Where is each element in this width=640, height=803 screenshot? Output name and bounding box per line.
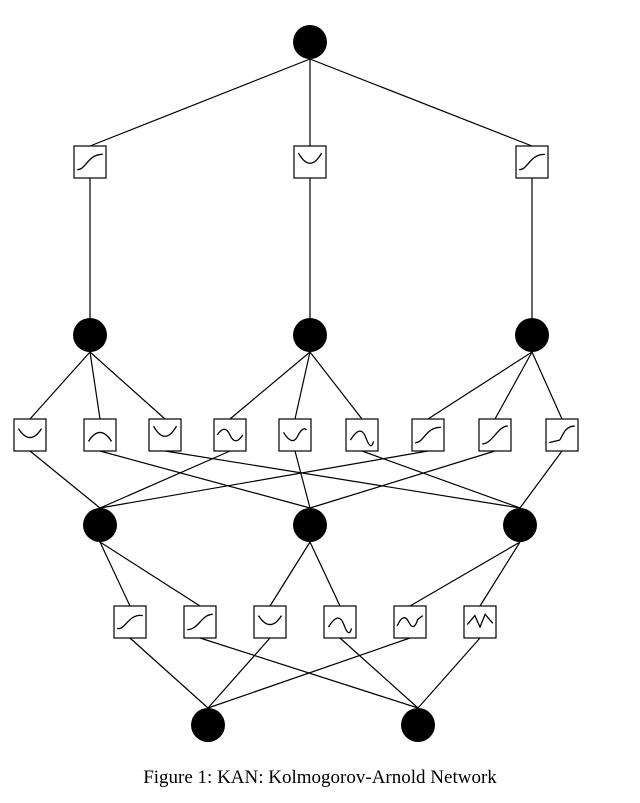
activation-box-l3-1: [184, 606, 216, 638]
activation-box-l2-3: [214, 419, 246, 451]
edge: [362, 451, 520, 508]
figure-caption: Figure 1: KAN: Kolmogorov-Arnold Network: [143, 767, 497, 788]
edge: [532, 352, 562, 419]
activation-box-l2-7: [479, 419, 511, 451]
edge: [310, 352, 362, 419]
hidden-node-a-1: [293, 318, 327, 352]
edge: [100, 451, 230, 508]
edge: [495, 352, 532, 419]
input-node-0: [191, 708, 225, 742]
kan-network-diagram: Figure 1: KAN: Kolmogorov-Arnold Network: [0, 0, 640, 803]
edge: [100, 451, 310, 508]
edge: [310, 59, 532, 146]
activation-box-l3-5: [464, 606, 496, 638]
activation-box-l3-0: [114, 606, 146, 638]
edge: [310, 542, 340, 606]
activation-box-l2-1: [84, 419, 116, 451]
activation-box-l2-4: [279, 419, 311, 451]
activation-box-l3-2: [254, 606, 286, 638]
activation-box-l1-0: [74, 146, 106, 178]
edge: [130, 638, 208, 708]
edge: [418, 638, 480, 708]
activation-box-l2-6: [412, 419, 444, 451]
activation-box-l2-2: [149, 419, 181, 451]
edge: [30, 352, 90, 419]
edge: [90, 59, 310, 146]
edge: [230, 352, 310, 419]
activation-box-l3-4: [394, 606, 426, 638]
edge: [270, 542, 310, 606]
edge: [30, 451, 100, 508]
input-node-1: [401, 708, 435, 742]
activation-box-l2-5: [346, 419, 378, 451]
activation-box-l1-1: [294, 146, 326, 178]
hidden-node-b-2: [503, 508, 537, 542]
hidden-node-a-2: [515, 318, 549, 352]
activation-box-l2-8: [546, 419, 578, 451]
edge: [410, 542, 520, 606]
hidden-node-b-1: [293, 508, 327, 542]
edge: [100, 451, 428, 508]
activation-box-l2-0: [14, 419, 46, 451]
edge: [428, 352, 532, 419]
activation-box-l1-2: [516, 146, 548, 178]
edge: [480, 542, 520, 606]
hidden-node-a-0: [73, 318, 107, 352]
edge: [520, 451, 562, 508]
activation-box-l3-3: [324, 606, 356, 638]
output-node: [293, 25, 327, 59]
edge: [90, 352, 165, 419]
edge: [295, 451, 310, 508]
hidden-node-b-0: [83, 508, 117, 542]
edge: [90, 352, 100, 419]
